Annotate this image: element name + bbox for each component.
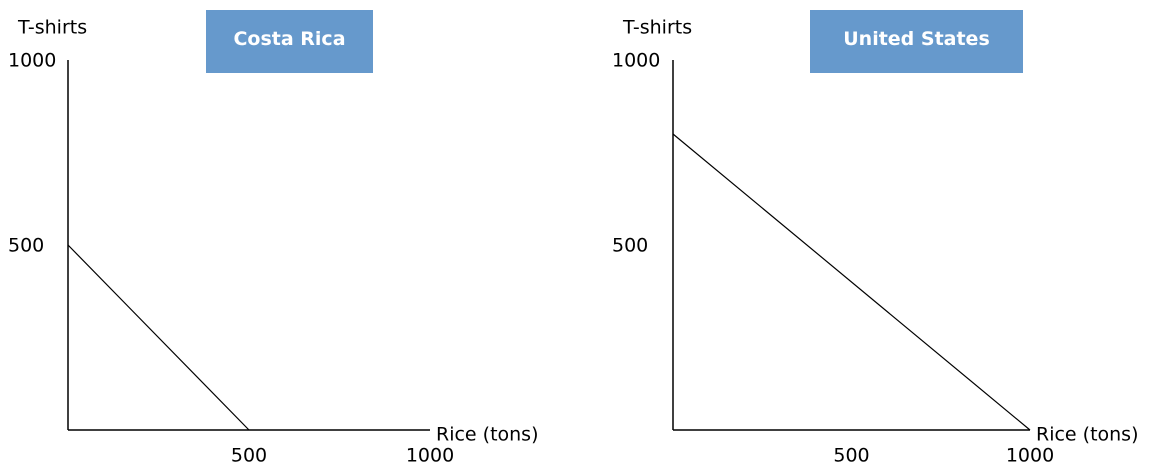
data-line — [672, 133, 1031, 431]
x-tick-label: 1000 — [406, 445, 454, 467]
y-tick-label: 500 — [8, 235, 44, 257]
x-axis-label: Rice (tons) — [436, 424, 539, 446]
x-axis-label: Rice (tons) — [1036, 424, 1139, 446]
x-tick-label: 1000 — [1006, 445, 1054, 467]
chart-title: Costa Rica — [233, 28, 345, 50]
chart-title: United States — [843, 28, 990, 50]
title-box — [206, 10, 373, 73]
y-tick-label: 500 — [612, 235, 648, 257]
x-tick-label: 500 — [833, 445, 869, 467]
title-box — [810, 10, 1023, 73]
data-line — [67, 244, 250, 431]
y-axis-label: T-shirts — [622, 17, 692, 39]
y-tick-label: 1000 — [8, 50, 56, 72]
y-tick-label: 1000 — [612, 50, 660, 72]
x-tick-label: 500 — [231, 445, 267, 467]
y-axis-label: T-shirts — [17, 17, 87, 39]
